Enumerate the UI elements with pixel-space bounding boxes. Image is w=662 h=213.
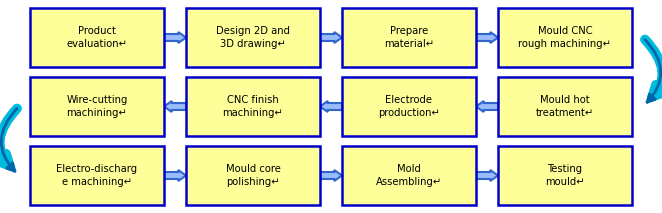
Text: Mold
Assembling↵: Mold Assembling↵ (376, 164, 442, 187)
Bar (186, 77, 320, 136)
Text: CNC finish
machining↵: CNC finish machining↵ (222, 95, 283, 118)
Bar (498, 77, 632, 136)
FancyArrow shape (164, 101, 186, 112)
Bar (498, 8, 632, 67)
Bar (30, 146, 164, 205)
FancyArrowPatch shape (645, 39, 662, 96)
FancyArrowPatch shape (1, 108, 17, 171)
FancyArrowPatch shape (645, 39, 661, 102)
Text: Mould hot
treatment↵: Mould hot treatment↵ (536, 95, 594, 118)
Text: Design 2D and
3D drawing↵: Design 2D and 3D drawing↵ (216, 26, 290, 49)
Bar (498, 146, 632, 205)
Bar (30, 8, 164, 67)
FancyArrow shape (476, 170, 498, 181)
Bar (342, 77, 476, 136)
Text: Prepare
material↵: Prepare material↵ (384, 26, 434, 49)
Text: Mould core
polishing↵: Mould core polishing↵ (226, 164, 281, 187)
Bar (342, 146, 476, 205)
Bar (30, 77, 164, 136)
FancyArrow shape (320, 101, 342, 112)
Text: Mould CNC
rough machining↵: Mould CNC rough machining↵ (518, 26, 612, 49)
FancyArrow shape (320, 170, 342, 181)
FancyArrow shape (164, 32, 186, 43)
FancyArrow shape (320, 32, 342, 43)
Bar (186, 146, 320, 205)
FancyArrow shape (476, 32, 498, 43)
Text: Testing
mould↵: Testing mould↵ (545, 164, 585, 187)
Text: Electrode
production↵: Electrode production↵ (378, 95, 440, 118)
Bar (342, 8, 476, 67)
FancyArrow shape (476, 101, 498, 112)
Bar (186, 8, 320, 67)
FancyArrow shape (164, 170, 186, 181)
Text: Electro-discharg
e machining↵: Electro-discharg e machining↵ (56, 164, 138, 187)
Text: Wire-cutting
machining↵: Wire-cutting machining↵ (66, 95, 128, 118)
Text: Product
evaluation↵: Product evaluation↵ (66, 26, 128, 49)
FancyArrowPatch shape (0, 108, 17, 166)
